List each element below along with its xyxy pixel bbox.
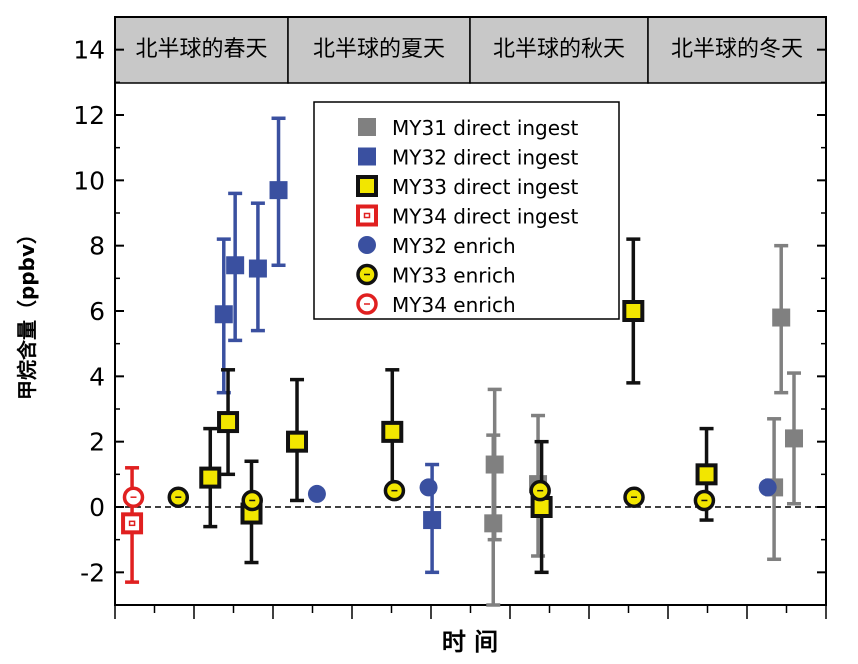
- y-tick-label: 10: [73, 166, 105, 195]
- data-point: [248, 259, 267, 278]
- marker-circle: [307, 484, 326, 503]
- y-tick-label: 12: [73, 101, 105, 130]
- axes: -2 0 2 4 6 8 10 12 14: [73, 16, 827, 619]
- data-point: [199, 466, 222, 489]
- marker-square: [423, 511, 442, 530]
- data-point: [622, 300, 645, 322]
- marker-square: [485, 455, 504, 474]
- legend-label: MY32 enrich: [392, 234, 516, 258]
- data-point: [772, 308, 791, 327]
- data-point: [214, 305, 233, 324]
- legend-marker: [356, 204, 378, 227]
- legend-marker: [358, 147, 376, 166]
- data-point: [307, 484, 326, 503]
- marker-square-open-inner: [128, 520, 136, 527]
- season-band-label: 北半球的秋天: [493, 37, 625, 62]
- data-point: [693, 489, 716, 512]
- y-tick-label: 14: [73, 36, 105, 65]
- marker-circle: [419, 478, 438, 497]
- data-point: [423, 511, 442, 530]
- marker-square-open: [121, 512, 144, 535]
- data-point: [217, 411, 240, 434]
- data-point: [485, 455, 504, 474]
- marker-square: [772, 308, 791, 327]
- marker-square: [381, 420, 404, 443]
- marker-square: [622, 300, 645, 322]
- series-my32-direct-ingest: [214, 116, 442, 575]
- legend-label: MY34 direct ingest: [392, 205, 578, 229]
- data-point: [241, 489, 263, 512]
- marker-square: [248, 259, 267, 278]
- legend-label: MY31 direct ingest: [392, 116, 578, 140]
- data-point: [286, 430, 309, 453]
- x-axis-label: 时 间: [442, 628, 498, 656]
- marker-circle: [758, 478, 777, 497]
- y-tick-label: 2: [89, 428, 105, 457]
- season-band-label: 北半球的春天: [135, 37, 267, 62]
- season-band-label: 北半球的冬天: [671, 37, 803, 62]
- legend: MY31 direct ingest MY32 direct ingest MY33…: [313, 101, 620, 320]
- marker-square: [214, 305, 233, 324]
- marker-square: [269, 181, 288, 200]
- marker-circle: [358, 236, 376, 254]
- data-point: [381, 420, 404, 443]
- legend-marker: [358, 236, 376, 254]
- y-tick-label: 8: [89, 232, 105, 261]
- data-point: [529, 479, 551, 502]
- legend-marker: [356, 263, 378, 286]
- y-tick-label: 6: [89, 297, 105, 326]
- data-layer: [121, 116, 804, 607]
- y-tick-label: 0: [89, 493, 105, 522]
- marker-square: [217, 411, 240, 434]
- season-bands: 北半球的春天 北半球的夏天 北半球的秋天 北半球的冬天: [114, 16, 827, 84]
- marker-square: [358, 118, 376, 136]
- marker-square: [356, 175, 378, 197]
- data-point: [226, 256, 245, 275]
- marker-square-open-inner: [363, 212, 371, 219]
- marker-square: [785, 429, 804, 448]
- marker-square: [226, 256, 245, 275]
- data-point: [122, 486, 145, 508]
- data-point: [269, 181, 288, 200]
- data-point: [419, 478, 438, 497]
- series-my34-enrich: [122, 486, 145, 508]
- series-my31-direct-ingest: [484, 243, 804, 607]
- data-point: [167, 486, 190, 508]
- legend-label: MY33 direct ingest: [392, 175, 578, 199]
- marker-square: [695, 463, 718, 486]
- marker-square: [199, 466, 222, 489]
- legend-label: MY32 direct ingest: [392, 146, 578, 170]
- series-my32-enrich: [307, 478, 777, 503]
- data-point: [383, 479, 406, 502]
- y-tick-label: 4: [89, 362, 105, 391]
- data-point: [695, 463, 718, 486]
- season-band: [114, 16, 289, 84]
- marker-square: [358, 147, 376, 166]
- legend-label: MY34 enrich: [392, 293, 516, 317]
- season-band: [287, 16, 471, 84]
- y-axis-label: 甲烷含量（ppbv）: [15, 224, 39, 400]
- data-point: [785, 429, 804, 448]
- legend-marker: [356, 293, 378, 315]
- data-point: [121, 512, 144, 535]
- legend-marker: [356, 175, 378, 197]
- season-band: [647, 16, 827, 84]
- series-my33-direct-ingest: [199, 237, 718, 575]
- y-tick-label: -2: [80, 558, 105, 587]
- data-point: [623, 486, 645, 508]
- season-band-label: 北半球的夏天: [313, 37, 445, 62]
- marker-square-open: [356, 204, 378, 227]
- legend-label: MY33 enrich: [392, 264, 516, 288]
- legend-marker: [358, 118, 376, 136]
- series-my33-enrich: [167, 479, 716, 512]
- data-point: [758, 478, 777, 497]
- marker-square: [286, 430, 309, 453]
